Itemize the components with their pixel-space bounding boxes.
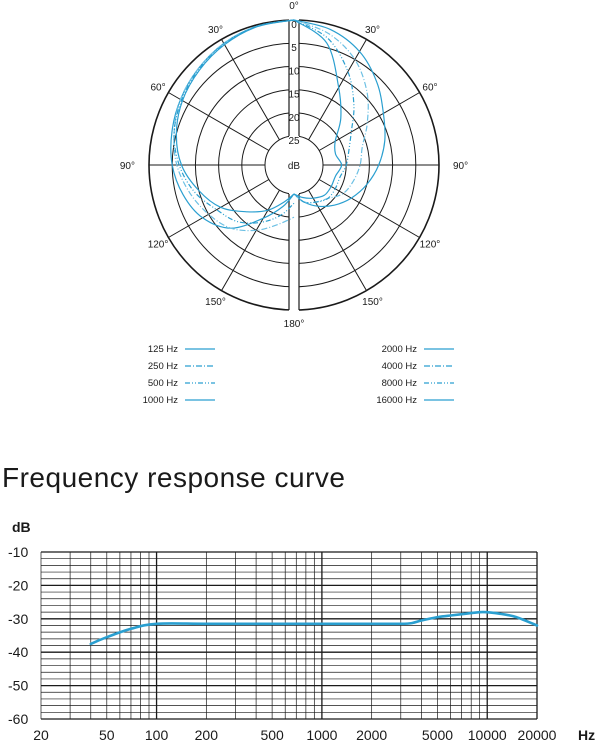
polar-spoke (308, 39, 367, 141)
frequency-response-title: Frequency response curve (2, 462, 346, 493)
polar-spoke (221, 189, 280, 291)
fr-grid (40, 551, 538, 720)
fr-xtick: 50 (99, 727, 115, 743)
polar-radial-tick: 15 (288, 90, 300, 101)
fr-ytick: -10 (8, 544, 28, 560)
polar-angle-label: 0° (289, 1, 299, 12)
polar-legend: 125 Hz 250 Hz 500 Hz 1000 Hz 2000 Hz 4000 Hz 8… (143, 344, 454, 406)
polar-series-250hz (173, 19, 295, 232)
fr-ytick: -50 (8, 678, 28, 694)
polar-radial-tick: 20 (288, 113, 300, 124)
polar-pattern-chart: 0 5 10 15 20 25 dB 0° 180° 30° 60° 90° 120° 150° 30° 60… (120, 1, 468, 406)
fr-xtick: 2000 (356, 727, 387, 743)
polar-angle-label: 60° (422, 83, 437, 94)
polar-series-125hz (170, 19, 295, 229)
polar-angle-label: 120° (148, 240, 169, 251)
fr-ytick: -60 (8, 711, 28, 727)
fr-ylabel: dB (12, 519, 31, 535)
polar-angle-label: 30° (365, 25, 380, 36)
legend-label: 8000 Hz (382, 378, 418, 389)
polar-spoke (318, 179, 420, 238)
fr-ytick: -40 (8, 644, 28, 660)
legend-label: 4000 Hz (382, 361, 418, 372)
legend-label: 16000 Hz (376, 395, 417, 406)
polar-series-2000hz (293, 19, 386, 208)
polar-angle-label: 150° (362, 297, 383, 308)
legend-label: 500 Hz (148, 378, 178, 389)
polar-top-gap (289, 19, 299, 137)
frequency-response-chart: dB -10 -20 -30 -40 -50 -60 20 50 100 200 500 1000 200… (8, 519, 595, 743)
fr-xtick: 20 (33, 727, 49, 743)
polar-angle-label: 90° (120, 161, 135, 172)
polar-radial-tick: 0 (291, 20, 297, 31)
fr-xtick: 10000 (468, 727, 507, 743)
polar-spoke (221, 39, 280, 141)
polar-spoke (168, 179, 270, 238)
fr-xtick: 500 (260, 727, 284, 743)
fr-xtick: 1000 (306, 727, 337, 743)
polar-radial-tick: 10 (288, 66, 300, 77)
polar-radial-tick: 25 (288, 136, 300, 147)
polar-angle-label: 150° (205, 297, 226, 308)
polar-curves (170, 19, 386, 232)
polar-angle-label: 180° (284, 319, 305, 330)
polar-bottom-gap (289, 193, 299, 311)
polar-series-1000hz (175, 19, 295, 213)
fr-labels: dB -10 -20 -30 -40 -50 -60 20 50 100 200 500 1000 200… (8, 519, 595, 743)
fr-curve (89, 610, 539, 646)
legend-label: 1000 Hz (143, 395, 179, 406)
fr-ytick: -20 (8, 577, 28, 593)
fr-xtick: 100 (145, 727, 169, 743)
polar-labels: 0 5 10 15 20 25 dB 0° 180° 30° 60° 90° 120° 150° 30° 60… (120, 1, 468, 330)
legend-label: 250 Hz (148, 361, 178, 372)
polar-radial-tick: 5 (291, 43, 297, 54)
polar-angle-label: 120° (420, 240, 441, 251)
polar-center-label: dB (288, 161, 301, 172)
fr-ytick: -30 (8, 611, 28, 627)
polar-spoke (168, 92, 270, 151)
polar-angle-label: 60° (150, 83, 165, 94)
polar-series-4000hz (293, 19, 369, 204)
fr-xtick: 200 (195, 727, 219, 743)
fr-xtick: 20000 (518, 727, 557, 743)
legend-label: 125 Hz (148, 344, 178, 355)
polar-series-16000hz (293, 19, 343, 199)
polar-series-500hz (173, 19, 295, 224)
polar-series-8000hz (293, 19, 355, 204)
fr-xlabel: Hz (578, 727, 595, 743)
fr-xtick: 5000 (422, 727, 453, 743)
fr-series-line (89, 610, 539, 646)
polar-angle-label: 90° (453, 161, 468, 172)
legend-label: 2000 Hz (382, 344, 418, 355)
polar-angle-label: 30° (208, 25, 223, 36)
polar-spoke (308, 189, 367, 291)
